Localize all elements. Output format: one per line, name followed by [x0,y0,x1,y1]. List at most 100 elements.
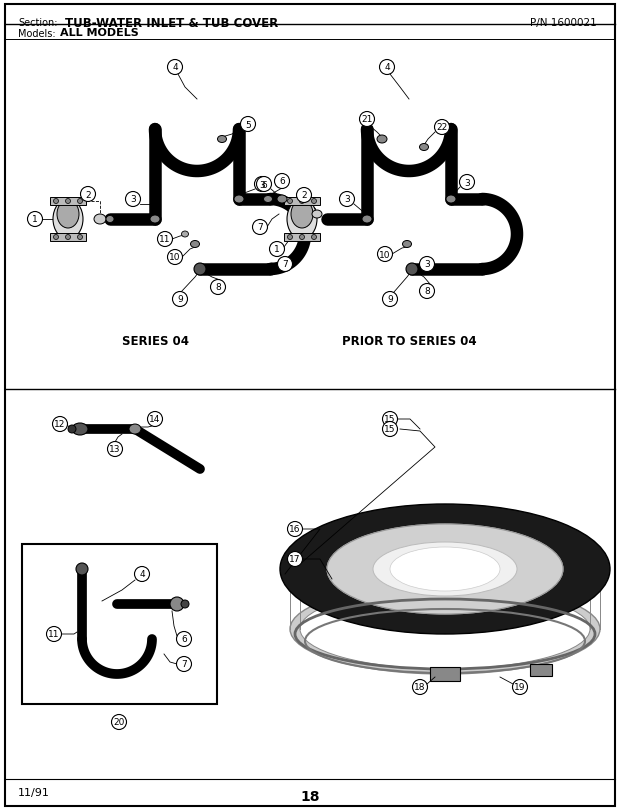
Circle shape [459,175,474,191]
Ellipse shape [402,241,412,248]
Circle shape [53,200,58,204]
Ellipse shape [277,195,287,204]
Circle shape [170,597,184,611]
Text: 4: 4 [384,63,390,72]
Text: 6: 6 [181,635,187,644]
Circle shape [383,292,397,307]
Text: Models:: Models: [18,29,56,39]
Ellipse shape [94,215,106,225]
Text: 12: 12 [55,420,66,429]
Text: 8: 8 [424,287,430,296]
Text: 1: 1 [274,245,280,254]
Circle shape [420,284,435,299]
Bar [284,198,320,206]
Text: 15: 15 [384,415,396,424]
Circle shape [383,412,397,427]
Text: 2: 2 [85,191,91,200]
Ellipse shape [312,211,322,219]
Text: 1: 1 [32,215,38,224]
Circle shape [194,264,206,276]
Circle shape [157,232,172,247]
Text: 8: 8 [215,283,221,292]
Circle shape [379,61,394,75]
Circle shape [340,192,355,208]
Circle shape [513,680,528,695]
Text: 16: 16 [290,525,301,534]
Ellipse shape [150,216,160,224]
Text: 10: 10 [379,250,391,260]
Circle shape [167,250,182,265]
Text: 7: 7 [181,659,187,669]
Bar [430,667,460,681]
Ellipse shape [264,196,273,204]
Text: 17: 17 [290,555,301,564]
Text: 7: 7 [257,223,263,232]
Circle shape [125,192,141,208]
Ellipse shape [390,547,500,591]
Circle shape [53,417,68,432]
Ellipse shape [72,423,88,436]
Ellipse shape [218,136,226,144]
Circle shape [181,600,189,608]
Text: 10: 10 [169,253,181,262]
Circle shape [257,178,272,192]
Circle shape [299,200,304,204]
Circle shape [46,627,61,642]
Text: 6: 6 [261,180,267,189]
Circle shape [66,235,71,240]
Circle shape [435,120,449,135]
Circle shape [420,257,435,272]
Circle shape [177,632,192,646]
Circle shape [27,212,43,227]
Text: 18: 18 [414,683,426,692]
Circle shape [288,200,293,204]
Circle shape [412,680,428,695]
Ellipse shape [68,426,76,433]
Text: 9: 9 [387,295,393,304]
Text: ALL MODELS: ALL MODELS [60,28,139,38]
Circle shape [177,657,192,672]
Circle shape [66,200,71,204]
Text: 11: 11 [48,629,60,639]
Text: 14: 14 [149,415,161,424]
Text: TUB-WATER INLET & TUB COVER: TUB-WATER INLET & TUB COVER [65,17,278,30]
Circle shape [81,187,95,202]
Ellipse shape [300,590,590,669]
Text: 3: 3 [464,178,470,187]
Circle shape [107,442,123,457]
Ellipse shape [377,135,387,144]
Text: 2: 2 [301,191,307,200]
Text: PRIOR TO SERIES 04: PRIOR TO SERIES 04 [342,335,476,348]
Text: 3: 3 [344,195,350,204]
Text: 18: 18 [300,789,320,803]
Bar [530,664,552,676]
Circle shape [296,188,311,204]
Text: 21: 21 [361,115,373,124]
Circle shape [53,235,58,240]
Circle shape [288,551,303,567]
Circle shape [112,714,126,730]
Ellipse shape [327,525,563,614]
Text: 6: 6 [279,178,285,187]
Text: 3: 3 [130,195,136,204]
Bar [50,198,86,206]
Text: 22: 22 [436,123,448,132]
Circle shape [78,235,82,240]
Text: 3: 3 [424,260,430,269]
Ellipse shape [57,201,79,229]
Text: Section:: Section: [18,18,58,28]
Circle shape [288,521,303,537]
Text: 5: 5 [245,120,251,129]
Text: 13: 13 [109,445,121,454]
Circle shape [406,264,418,276]
Text: 20: 20 [113,718,125,727]
Text: P/N 1600021: P/N 1600021 [530,18,596,28]
Text: 4: 4 [139,570,145,579]
Circle shape [252,221,267,235]
Ellipse shape [373,543,517,596]
Ellipse shape [362,216,372,224]
Circle shape [378,247,392,262]
Circle shape [76,564,88,575]
Text: 3: 3 [259,180,265,189]
Circle shape [311,235,316,240]
